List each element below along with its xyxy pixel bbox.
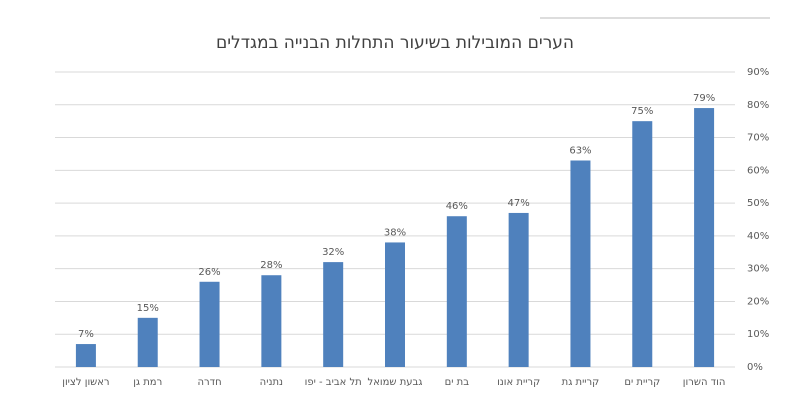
x-tick-label: תל אביב - יפו [304,377,362,388]
bar [137,317,158,367]
bar [323,262,344,367]
value-label: 38% [384,227,406,238]
x-tick-label: קריית אונו [497,377,541,388]
bar [508,212,529,367]
bar [632,121,653,368]
y-tick-label: 60% [747,165,769,176]
value-label: 46% [446,201,468,212]
value-label: 15% [137,303,159,314]
bar [570,160,591,367]
value-label: 47% [508,198,530,209]
y-tick-label: 70% [747,133,769,144]
bar [385,242,405,367]
value-label: 28% [260,260,282,271]
x-tick-label: רמת גן [133,377,163,388]
bar [75,344,96,367]
x-tick-label: הוד השרון [682,377,726,388]
bar [261,275,282,367]
value-label: 63% [569,146,591,157]
y-tick-label: 20% [747,296,769,307]
x-tick-label: בת ים [444,377,470,388]
y-tick-label: 0% [747,362,763,373]
value-label: 32% [322,247,344,258]
bar [199,281,220,367]
y-tick-label: 30% [747,264,769,275]
y-tick-label: 40% [747,231,769,242]
value-label: 75% [631,106,653,117]
x-tick-label: קריית ים [624,377,661,388]
bar [694,108,715,368]
y-tick-label: 80% [747,100,769,111]
x-tick-label: קריית גת [561,377,600,388]
x-tick-label: נתניה [259,377,284,388]
value-label: 79% [693,93,715,104]
x-tick-label: גבעת שמואל [367,377,423,388]
x-tick-label: ראשון לציון [62,377,110,388]
x-tick-label: חדרה [197,377,222,388]
value-label: 26% [198,267,220,278]
y-tick-label: 50% [747,198,769,209]
chart-title: הערים המובילות בשיעור התחלות הבנייה במגד… [216,33,574,53]
bar [446,216,467,367]
value-label: 7% [78,329,94,340]
y-tick-label: 10% [747,329,769,340]
y-tick-label: 90% [747,67,769,78]
